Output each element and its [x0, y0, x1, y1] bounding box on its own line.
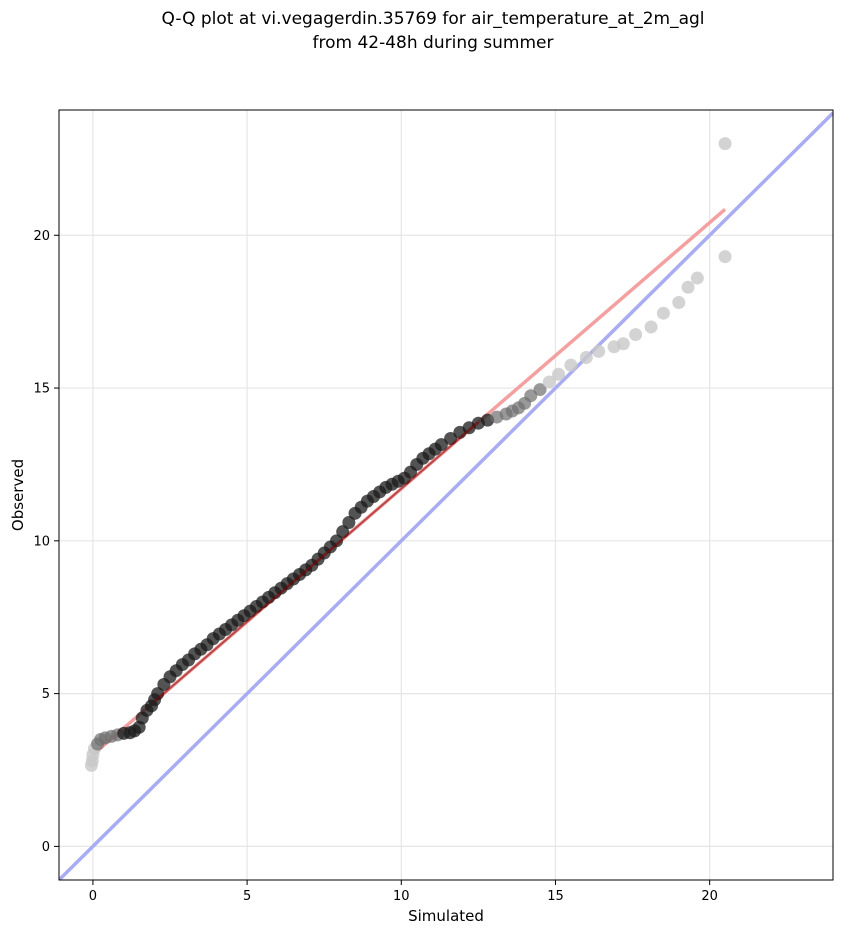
qq-point [690, 271, 704, 285]
x-tick-label: 0 [89, 889, 97, 904]
qq-point [552, 367, 566, 381]
identity-line [59, 111, 833, 880]
qq-point [542, 375, 556, 389]
y-tick-label: 10 [33, 534, 50, 549]
fit-line-overlay [153, 421, 480, 703]
qq-point [444, 431, 458, 445]
y-tick-label: 0 [42, 840, 50, 855]
x-tick-label: 15 [547, 889, 564, 904]
chart-subtitle: from 42-48h during summer [313, 33, 554, 53]
reference-lines [59, 111, 833, 880]
qq-point [330, 534, 344, 548]
qq-point [616, 337, 630, 351]
qq-point [579, 351, 593, 364]
y-tick-label: 5 [42, 687, 50, 702]
y-axis-ticks: 0 5 10 15 20 [33, 229, 59, 855]
qq-point [681, 280, 695, 294]
x-axis-label: Simulated [408, 907, 484, 925]
qq-point [434, 438, 448, 452]
y-tick-label: 15 [33, 382, 50, 397]
qq-point-outlier [718, 137, 732, 151]
qq-point [656, 306, 670, 320]
x-axis-ticks: 0 5 10 15 20 [89, 880, 718, 904]
qq-point [629, 328, 643, 342]
qq-point [718, 250, 732, 264]
qq-point [564, 358, 578, 372]
grid-lines [59, 110, 833, 880]
qq-point [592, 344, 606, 358]
data-points [84, 137, 732, 772]
x-tick-label: 5 [243, 889, 251, 904]
chart-title: Q-Q plot at vi.vegagerdin.35769 for air_… [161, 9, 704, 29]
qq-point [533, 383, 547, 397]
x-tick-label: 10 [393, 889, 410, 904]
qq-point [672, 296, 686, 309]
y-tick-label: 20 [33, 229, 50, 244]
qq-point [524, 389, 538, 403]
y-axis-label: Observed [9, 459, 27, 531]
qq-point [644, 320, 658, 334]
qq-point [336, 525, 350, 539]
x-tick-label: 20 [701, 889, 718, 904]
qq-point [342, 516, 356, 529]
plot-frame [58, 109, 834, 881]
